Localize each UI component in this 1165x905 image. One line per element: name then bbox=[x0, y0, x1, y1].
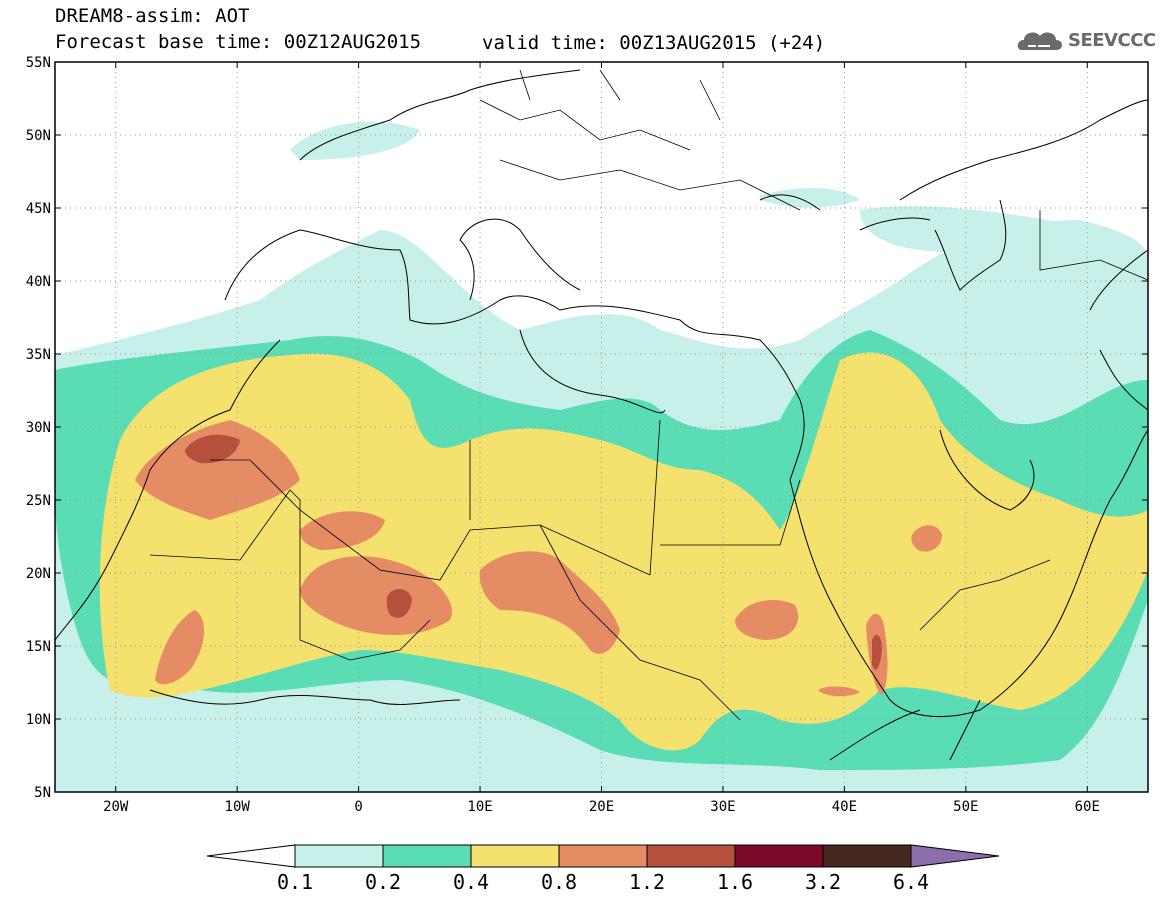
aot-band-0.1-asia bbox=[860, 206, 1103, 254]
cloud-logo-icon bbox=[1017, 32, 1062, 50]
colorbar-label: 0.4 bbox=[453, 870, 489, 894]
aot-field bbox=[55, 121, 1148, 792]
lon-label: 0 bbox=[354, 799, 362, 815]
lon-label: 20W bbox=[103, 799, 129, 815]
lon-label: 20E bbox=[589, 799, 614, 815]
colorbar-label: 0.2 bbox=[365, 870, 401, 894]
colorbar-box bbox=[470, 844, 560, 868]
logo-text: SEEVCCC bbox=[1068, 30, 1156, 51]
colorbar-box bbox=[382, 844, 472, 868]
aot-band-0.8-arabia bbox=[911, 525, 942, 552]
longitude-labels: 20W 10W 0 10E 20E 30E 40E 50E 60E bbox=[103, 799, 1100, 815]
forecast-base-time: Forecast base time: 00Z12AUG2015 bbox=[55, 31, 422, 53]
coastlines bbox=[55, 69, 1148, 761]
aot-band-0.8-horn bbox=[818, 686, 860, 697]
colorbar-box bbox=[822, 844, 912, 868]
lon-label: 30E bbox=[710, 799, 735, 815]
lat-label: 5N bbox=[34, 785, 51, 801]
map-gridlines bbox=[55, 62, 1148, 792]
colorbar-box bbox=[558, 844, 648, 868]
lat-label: 25N bbox=[26, 493, 51, 509]
lon-label: 60E bbox=[1075, 799, 1100, 815]
colorbar-label: 1.6 bbox=[717, 870, 753, 894]
lat-label: 35N bbox=[26, 347, 51, 363]
aot-band-1.2-morocco bbox=[185, 434, 240, 464]
valid-time: valid time: 00Z13AUG2015 (+24) bbox=[482, 32, 826, 54]
colorbar-label: 1.2 bbox=[629, 870, 665, 894]
lat-label: 45N bbox=[26, 201, 51, 217]
latitude-labels: 55N 50N 45N 40N 35N 30N 25N 20N 15N 10N 5N bbox=[26, 55, 51, 801]
lon-label: 50E bbox=[953, 799, 978, 815]
colorbar-box bbox=[734, 844, 824, 868]
colorbar-label: 6.4 bbox=[893, 870, 929, 894]
lon-label: 40E bbox=[832, 799, 857, 815]
lat-label: 10N bbox=[26, 712, 51, 728]
lat-label: 40N bbox=[26, 274, 51, 290]
colorbar-over-triangle bbox=[910, 844, 1000, 868]
colorbar-under-triangle bbox=[206, 844, 296, 868]
aot-band-0.8-sudan bbox=[735, 600, 799, 640]
lat-label: 20N bbox=[26, 566, 51, 582]
aot-band-1.2-mali bbox=[386, 588, 412, 618]
colorbar-box bbox=[646, 844, 736, 868]
lon-label: 10E bbox=[467, 799, 492, 815]
colorbar-label: 0.1 bbox=[277, 870, 313, 894]
lon-label: 10W bbox=[225, 799, 251, 815]
lat-label: 50N bbox=[26, 128, 51, 144]
colorbar-label: 3.2 bbox=[805, 870, 841, 894]
lat-label: 15N bbox=[26, 639, 51, 655]
aot-band-0.8-libya bbox=[479, 551, 620, 654]
aot-band-0.8-west bbox=[135, 420, 300, 520]
aot-band-0.8-algeria bbox=[300, 511, 385, 550]
colorbar-label: 0.8 bbox=[541, 870, 577, 894]
aot-band-0.1-north bbox=[290, 121, 420, 160]
colorbar-box bbox=[294, 844, 384, 868]
aot-band-0.8-senegal bbox=[155, 610, 205, 685]
lat-label: 55N bbox=[26, 55, 51, 71]
map-title: DREAM8-assim: AOT bbox=[55, 5, 250, 27]
aot-band-1.2-yemen bbox=[872, 634, 882, 670]
colorbar bbox=[206, 844, 1000, 868]
axis-ticks bbox=[55, 61, 1148, 793]
country-borders bbox=[149, 69, 1148, 721]
lat-label: 30N bbox=[26, 420, 51, 436]
colorbar-labels: 0.1 0.2 0.4 0.8 1.2 1.6 3.2 6.4 bbox=[277, 870, 929, 894]
